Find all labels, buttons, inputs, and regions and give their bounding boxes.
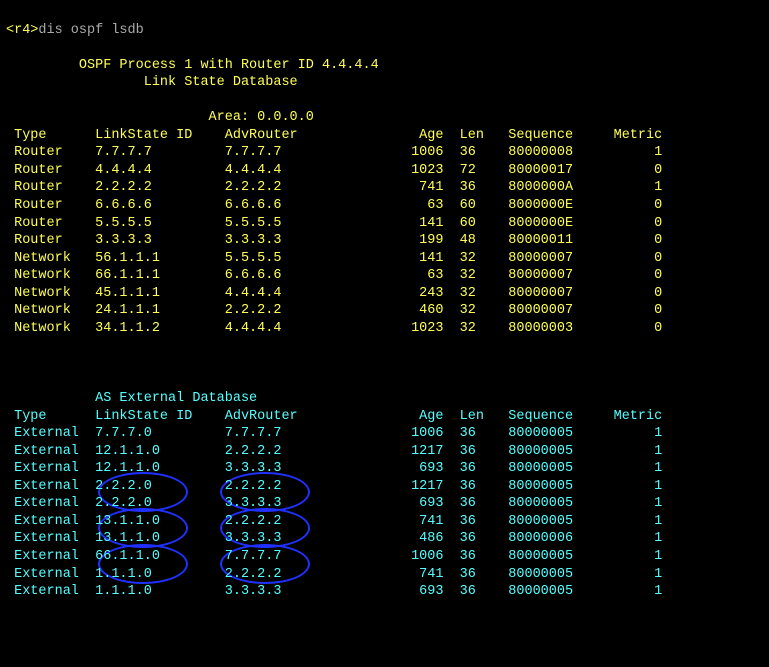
process-line: OSPF Process 1 with Router ID 4.4.4.4 bbox=[6, 58, 379, 73]
prompt-command: dis ospf lsdb bbox=[38, 23, 143, 38]
ext-header-row: Type LinkState ID AdvRouter Age Len Sequ… bbox=[6, 409, 662, 424]
table-row: External 13.1.1.0 3.3.3.3 486 36 8000000… bbox=[6, 530, 763, 548]
area-line: Area: 0.0.0.0 bbox=[6, 110, 314, 125]
table-row: Network 56.1.1.1 5.5.5.5 141 32 80000007… bbox=[6, 250, 763, 268]
table-row: Network 24.1.1.1 2.2.2.2 460 32 80000007… bbox=[6, 302, 763, 320]
table-row: Router 3.3.3.3 3.3.3.3 199 48 80000011 0 bbox=[6, 232, 763, 250]
table-row: External 13.1.1.0 2.2.2.2 741 36 8000000… bbox=[6, 513, 763, 531]
table-row: Network 45.1.1.1 4.4.4.4 243 32 80000007… bbox=[6, 285, 763, 303]
table-row: External 2.2.2.0 3.3.3.3 693 36 80000005… bbox=[6, 495, 763, 513]
lsdb-body: Router 7.7.7.7 7.7.7.7 1006 36 80000008 … bbox=[6, 144, 763, 337]
terminal-output: <r4>dis ospf lsdb OSPF Process 1 with Ro… bbox=[0, 0, 769, 622]
table-row: Router 6.6.6.6 6.6.6.6 63 60 8000000E 0 bbox=[6, 197, 763, 215]
table-row: Network 34.1.1.2 4.4.4.4 1023 32 8000000… bbox=[6, 320, 763, 338]
table-row: External 12.1.1.0 2.2.2.2 1217 36 800000… bbox=[6, 443, 763, 461]
table-row: External 7.7.7.0 7.7.7.7 1006 36 8000000… bbox=[6, 425, 763, 443]
table-row: Router 7.7.7.7 7.7.7.7 1006 36 80000008 … bbox=[6, 144, 763, 162]
db-line: Link State Database bbox=[6, 75, 298, 90]
table-row: External 1.1.1.0 2.2.2.2 741 36 80000005… bbox=[6, 566, 763, 584]
lsdb-header-row: Type LinkState ID AdvRouter Age Len Sequ… bbox=[6, 128, 662, 143]
table-row: Router 2.2.2.2 2.2.2.2 741 36 8000000A 1 bbox=[6, 179, 763, 197]
table-row: Router 4.4.4.4 4.4.4.4 1023 72 80000017 … bbox=[6, 162, 763, 180]
table-row: External 12.1.1.0 3.3.3.3 693 36 8000000… bbox=[6, 460, 763, 478]
table-row: External 66.1.1.0 7.7.7.7 1006 36 800000… bbox=[6, 548, 763, 566]
table-row: External 2.2.2.0 2.2.2.2 1217 36 8000000… bbox=[6, 478, 763, 496]
prompt-host: <r4> bbox=[6, 23, 38, 38]
table-row: Network 66.1.1.1 6.6.6.6 63 32 80000007 … bbox=[6, 267, 763, 285]
ext-body: External 7.7.7.0 7.7.7.7 1006 36 8000000… bbox=[6, 425, 763, 600]
table-row: External 1.1.1.0 3.3.3.3 693 36 80000005… bbox=[6, 583, 763, 601]
table-row: Router 5.5.5.5 5.5.5.5 141 60 8000000E 0 bbox=[6, 215, 763, 233]
ext-title-line: AS External Database bbox=[6, 391, 257, 406]
